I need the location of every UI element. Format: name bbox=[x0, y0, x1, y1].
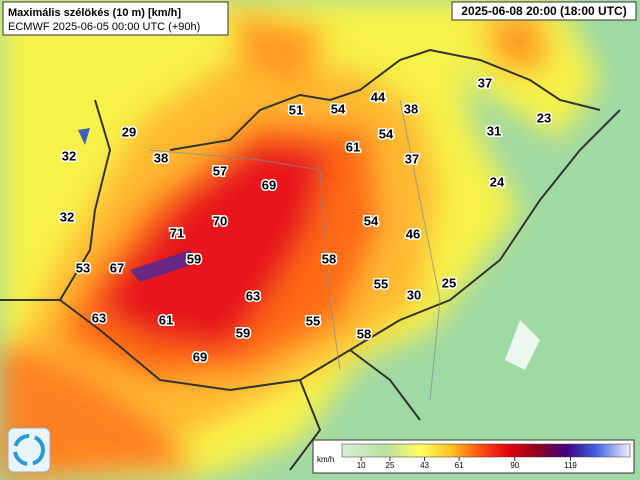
rivers bbox=[149, 99, 441, 401]
station-values: 51 54 44 38 37 23 29 38 57 69 61 54 37 31 32 24 32 70 71 54… bbox=[58, 74, 552, 366]
station-value: 51 bbox=[289, 102, 303, 117]
station-value: 59 bbox=[187, 251, 201, 266]
station-value: 38 bbox=[154, 150, 168, 165]
legend-tick-label: 43 bbox=[420, 461, 429, 470]
station-value: 31 bbox=[487, 123, 501, 138]
station-value: 29 bbox=[122, 124, 136, 139]
station-value: 54 bbox=[364, 213, 379, 228]
legend-tick-label: 119 bbox=[564, 461, 577, 470]
station-value: 61 bbox=[346, 139, 360, 154]
station-value: 69 bbox=[193, 349, 207, 364]
station-value: 58 bbox=[357, 326, 371, 341]
station-value: 23 bbox=[537, 110, 551, 125]
station-value: 53 bbox=[76, 260, 90, 275]
station-value: 30 bbox=[407, 287, 421, 302]
legend-unit: km/h bbox=[317, 455, 334, 464]
borders bbox=[0, 48, 621, 471]
station-value: 38 bbox=[404, 101, 418, 116]
station-value: 32 bbox=[60, 209, 74, 224]
station-value: 54 bbox=[331, 101, 346, 116]
station-value: 32 bbox=[62, 148, 76, 163]
station-value: 61 bbox=[159, 312, 173, 327]
legend-tick-label: 10 bbox=[357, 461, 366, 470]
legend-tick-label: 61 bbox=[455, 461, 464, 470]
station-value: 54 bbox=[379, 126, 394, 141]
station-value: 63 bbox=[246, 288, 260, 303]
legend-tick-label: 25 bbox=[386, 461, 395, 470]
station-value: 59 bbox=[236, 325, 250, 340]
title-box: Maximális szélökés (10 m) [km/h] ECMWF 2… bbox=[2, 1, 229, 36]
subtitle: ECMWF 2025-06-05 00:00 UTC (+90h) bbox=[8, 21, 200, 33]
legend: km/h 10 25 43 61 90 119 bbox=[312, 439, 635, 474]
station-value: 37 bbox=[405, 151, 419, 166]
station-value: 71 bbox=[170, 225, 184, 240]
station-value: 46 bbox=[406, 226, 420, 241]
station-value: 24 bbox=[490, 174, 505, 189]
valid-time: 2025-06-08 20:00 (18:00 UTC) bbox=[461, 4, 626, 18]
title: Maximális szélökés (10 m) [km/h] bbox=[8, 7, 181, 19]
station-value: 55 bbox=[374, 276, 388, 291]
station-value: 37 bbox=[478, 75, 492, 90]
station-value: 63 bbox=[92, 310, 106, 325]
station-value: 58 bbox=[322, 251, 336, 266]
station-value: 69 bbox=[262, 177, 276, 192]
station-value: 55 bbox=[306, 313, 320, 328]
logo bbox=[7, 427, 51, 473]
station-value: 25 bbox=[442, 275, 456, 290]
legend-tick-label: 90 bbox=[510, 461, 519, 470]
station-value: 67 bbox=[110, 260, 124, 275]
time-box: 2025-06-08 20:00 (18:00 UTC) bbox=[451, 1, 637, 21]
station-value: 70 bbox=[213, 213, 227, 228]
station-value: 57 bbox=[213, 163, 227, 178]
station-value: 44 bbox=[371, 89, 386, 104]
